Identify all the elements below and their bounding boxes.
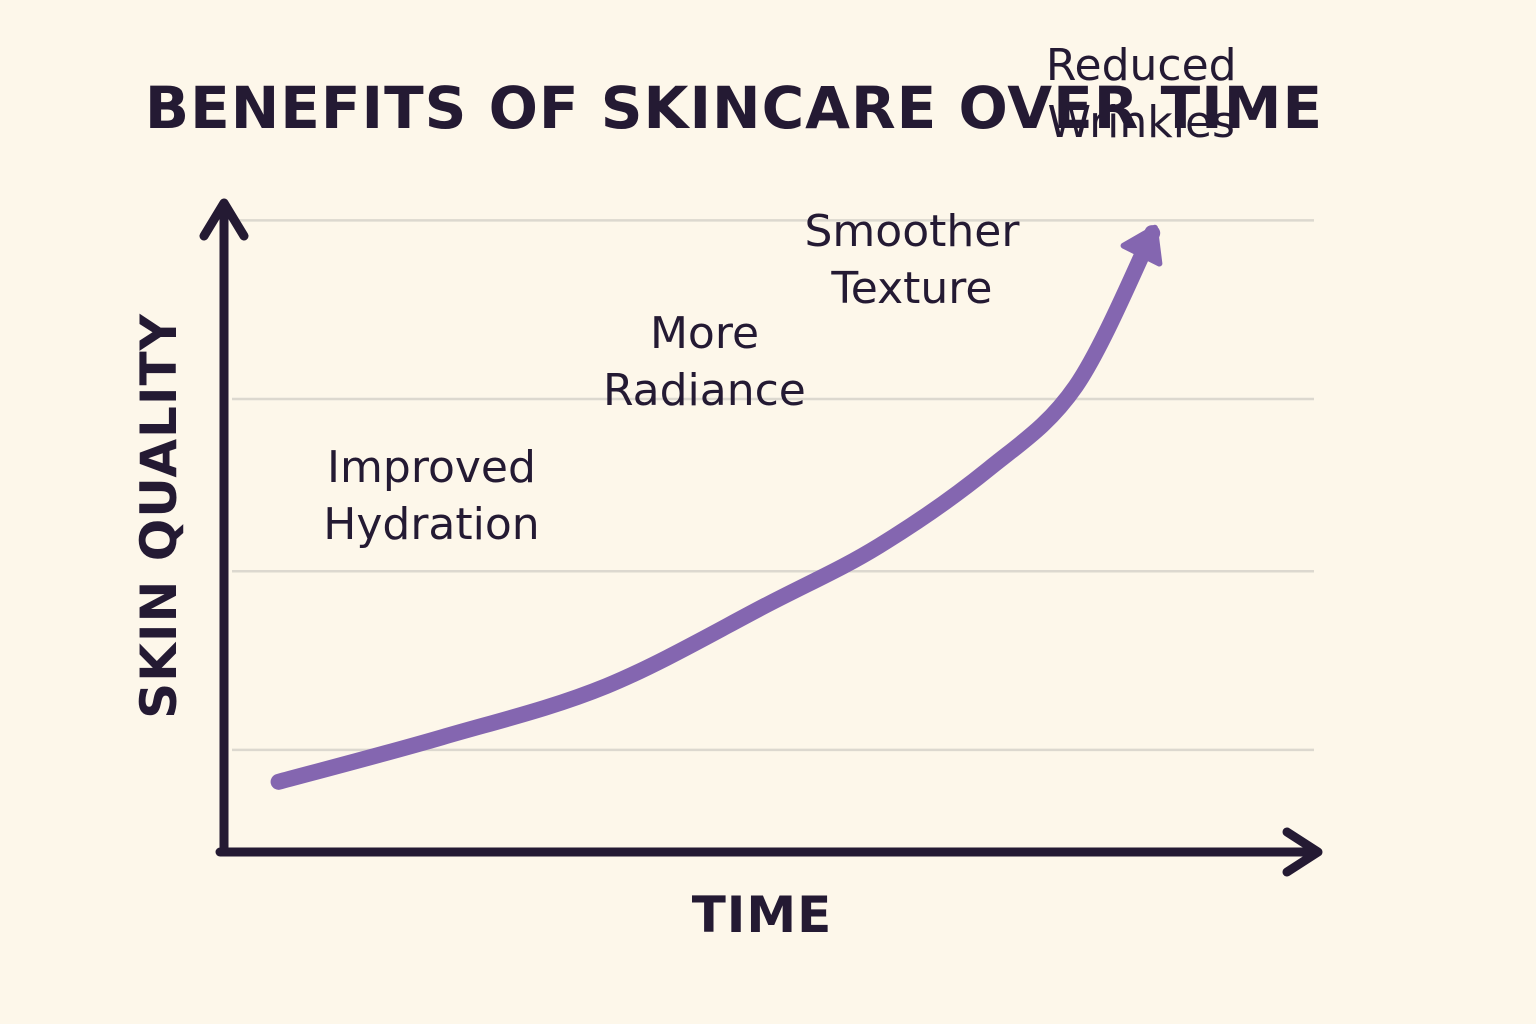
- annotation-0-line-0: Improved: [327, 442, 536, 493]
- annotation-2: Smoother Texture: [804, 206, 1020, 314]
- annotation-3-line-0: Reduced: [1046, 40, 1237, 91]
- axes: [199, 198, 1323, 877]
- annotation-1-line-1: Radiance: [603, 365, 806, 416]
- annotation-1-line-0: More: [650, 308, 759, 359]
- annotation-0-line-1: Hydration: [323, 499, 539, 550]
- series-arrowhead-icon: [1120, 224, 1163, 267]
- series-line-0: [270, 225, 1161, 790]
- annotation-1: More Radiance: [603, 308, 806, 416]
- annotation-0: Improved Hydration: [323, 442, 539, 550]
- series-group: [270, 224, 1163, 790]
- annotation-3: Reduced Wrinkles: [1046, 40, 1237, 148]
- annotation-3-line-1: Wrinkles: [1048, 97, 1235, 148]
- chart-title: BENEFITS OF SKINCARE OVER TIME: [145, 74, 1323, 142]
- y-axis-label: SKIN QUALITY: [130, 313, 188, 719]
- x-axis-label: TIME: [692, 886, 833, 944]
- x-axis-arrow-icon: [1282, 827, 1323, 877]
- annotation-2-line-0: Smoother: [804, 206, 1020, 257]
- y-axis-arrow-icon: [199, 198, 249, 241]
- annotations: Improved Hydration More Radiance Smoother Tex…: [323, 40, 1236, 550]
- annotation-2-line-1: Texture: [830, 263, 992, 314]
